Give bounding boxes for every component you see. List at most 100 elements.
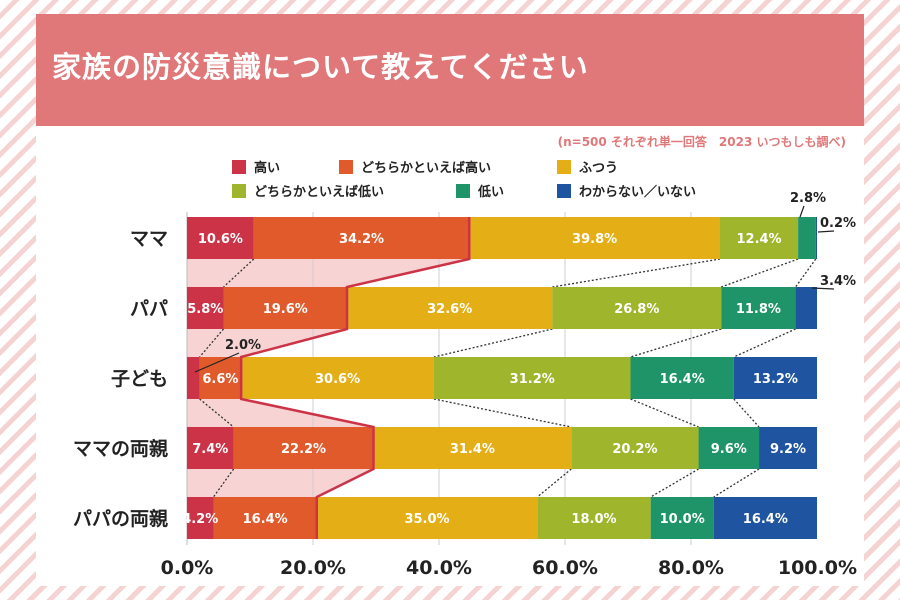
bar-segment (187, 217, 254, 259)
connector-line (721, 258, 799, 288)
data-label: 13.2% (753, 372, 798, 387)
x-tick-label: 0.0% (161, 557, 214, 579)
x-tick-label: 40.0% (406, 557, 472, 579)
bar-segment (233, 427, 374, 469)
data-label: 2.0% (225, 338, 261, 353)
bar-segment (571, 427, 699, 469)
leader-line (799, 205, 805, 218)
data-label: 4.2% (182, 512, 218, 527)
bar-segment (721, 287, 796, 329)
connector-line (212, 468, 235, 498)
legend-swatch (557, 184, 571, 198)
data-label: 35.0% (404, 512, 449, 527)
data-label: 16.4% (660, 372, 705, 387)
data-label: 12.4% (736, 232, 781, 247)
leader-line (811, 287, 835, 290)
bar-segment (713, 497, 817, 539)
bar-segment (213, 497, 317, 539)
bar-segment (630, 357, 734, 399)
data-label: 6.6% (202, 372, 238, 387)
data-label: 10.6% (198, 232, 243, 247)
data-label: 26.8% (614, 302, 659, 317)
bar-segment (795, 287, 817, 329)
x-tick-label: 80.0% (658, 557, 724, 579)
legend-label: どちらかといえば高い (361, 160, 491, 176)
data-label: 31.4% (450, 442, 495, 457)
bar-segment (433, 357, 631, 399)
bar-segment (650, 497, 714, 539)
category-label: 子ども (111, 368, 168, 390)
bar-segment (552, 287, 722, 329)
legend-swatch (456, 184, 470, 198)
data-label: 16.4% (243, 512, 288, 527)
legend-swatch (339, 160, 353, 174)
data-label: 30.6% (315, 372, 360, 387)
data-label: 39.8% (572, 232, 617, 247)
data-label: 9.2% (770, 442, 806, 457)
category-label: パパの両親 (73, 507, 168, 530)
leader-line (817, 230, 835, 233)
connector-line (733, 398, 760, 428)
data-label: 2.8% (790, 191, 826, 206)
bar-segment (187, 287, 224, 329)
data-label: 7.4% (192, 442, 228, 457)
legend-swatch (232, 184, 246, 198)
connector-line (223, 258, 255, 288)
connector-line (433, 328, 553, 358)
bar-segment (253, 217, 470, 259)
data-label: 19.6% (263, 302, 308, 317)
category-label: ママの両親 (73, 437, 168, 460)
connector-line (733, 328, 796, 358)
connector-line (650, 468, 699, 498)
connector-line (199, 398, 235, 428)
connector-line (713, 468, 760, 498)
connector-line (630, 398, 699, 428)
bar-segment (223, 287, 348, 329)
bar-segment (815, 217, 817, 259)
data-label: 34.2% (339, 232, 384, 247)
bar-segment (316, 497, 538, 539)
data-label: 22.2% (281, 442, 326, 457)
bar-segment (187, 497, 214, 539)
legend-label: どちらかといえば低い (254, 184, 384, 200)
data-label: 11.8% (736, 302, 781, 317)
survey-note: (n=500 それぞれ単一回答 2023 いつもしも調べ) (557, 135, 846, 149)
data-label: 32.6% (427, 302, 472, 317)
category-label: ママ (130, 228, 168, 250)
connector-line (536, 468, 572, 498)
bar-segment (187, 357, 200, 399)
data-label: 20.2% (612, 442, 657, 457)
x-tick-label: 60.0% (532, 557, 598, 579)
bar-segment (733, 357, 817, 399)
page-title: 家族の防災意識について教えてください (52, 50, 589, 84)
connector-line (795, 258, 817, 288)
bar-segment (199, 357, 242, 399)
title-banner (36, 14, 864, 126)
bar-segment (469, 217, 720, 259)
bar-segment (719, 217, 799, 259)
data-label: 18.0% (571, 512, 616, 527)
bar-segment (241, 357, 434, 399)
data-label: 0.2% (820, 216, 856, 231)
bar-segment (347, 287, 553, 329)
connector-line (630, 328, 722, 358)
legend-swatch (557, 160, 571, 174)
data-label: 16.4% (743, 512, 788, 527)
x-tick-label: 100.0% (778, 557, 857, 579)
legend-label: ふつう (579, 161, 618, 176)
bar-segment (698, 427, 760, 469)
data-label: 10.0% (660, 512, 705, 527)
data-label: 9.6% (711, 442, 747, 457)
legend-swatch (232, 160, 246, 174)
legend-label: 高い (254, 160, 280, 176)
bar-segment (759, 427, 817, 469)
bar-segment (373, 427, 572, 469)
connector-line (552, 258, 721, 288)
bar-segment (187, 427, 234, 469)
category-label: パパ (130, 298, 168, 320)
leader-line (194, 352, 240, 373)
bar-segment (537, 497, 651, 539)
data-label: 31.2% (510, 372, 555, 387)
legend-label: 低い (477, 184, 504, 200)
